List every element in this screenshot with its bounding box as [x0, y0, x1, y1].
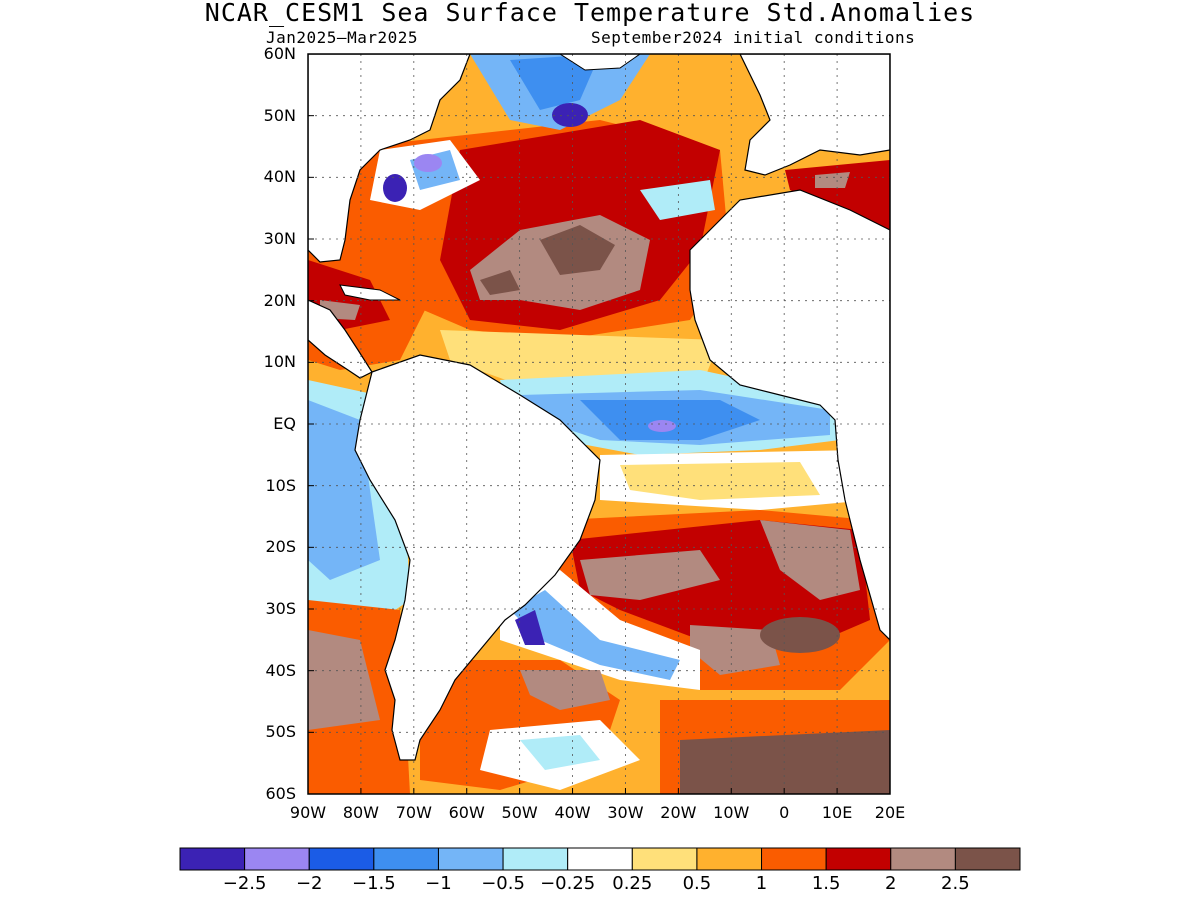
colorbar-label: −2	[295, 873, 323, 894]
axis-ticks	[307, 53, 891, 795]
colorbar-label: −0.25	[540, 873, 596, 894]
colorbar-swatch	[179, 847, 246, 871]
colorbar-label: 0.25	[612, 873, 653, 894]
initial-conditions: September2024 initial conditions	[591, 28, 916, 47]
longitude-label: 80W	[342, 803, 379, 822]
latitude-label: 20N	[263, 290, 296, 310]
land-central-america	[308, 299, 373, 379]
colorbar-label: 2	[885, 873, 897, 894]
latitude-label: 30N	[263, 229, 296, 248]
latitude-label: 10S	[265, 475, 296, 495]
latitude-label: 60N	[263, 44, 296, 63]
colorbar-swatch	[567, 847, 633, 871]
latitude-label: EQ	[273, 414, 296, 433]
colorbar-swatch	[631, 847, 698, 871]
longitude-label: 40W	[554, 803, 591, 822]
longitude-label: 70W	[395, 803, 432, 822]
longitude-label: 60W	[448, 803, 485, 822]
colorbar-swatch	[825, 847, 892, 871]
colorbar-label: −1.5	[351, 873, 396, 894]
colorbar-swatch	[502, 847, 569, 871]
grid-lines	[308, 54, 890, 794]
colorbar-label: 1.5	[811, 873, 841, 894]
latitude-label: 50N	[263, 105, 296, 125]
latitude-label: 30S	[265, 599, 296, 618]
longitude-label: 90W	[289, 803, 327, 822]
colorbar-label: −1	[425, 873, 452, 894]
longitude-label: 10E	[821, 803, 853, 822]
land-north-america	[308, 54, 471, 263]
latitude-label: 60S	[265, 784, 296, 803]
colorbar-swatch	[437, 847, 504, 871]
colorbar-swatch	[890, 847, 956, 871]
land-caribbean-islands	[339, 284, 401, 301]
colorbar-swatch	[244, 847, 310, 871]
longitude-label: 0	[779, 803, 790, 822]
colorbar	[179, 847, 1021, 871]
colorbar-swatch	[308, 847, 375, 871]
latitude-label: 20S	[265, 537, 296, 557]
map-title: NCAR_CESM1 Sea Surface Temperature Std.A…	[204, 0, 976, 27]
longitude-label: 50W	[501, 803, 538, 822]
longitude-label: 30W	[607, 803, 644, 822]
longitude-label: 10W	[713, 803, 750, 822]
colorbar-swatch	[761, 847, 827, 871]
land-europe	[739, 54, 890, 176]
colorbar-label: −0.5	[481, 873, 525, 894]
colorbar-label: −2.5	[222, 873, 267, 894]
forecast-period: Jan2025–Mar2025	[266, 28, 418, 47]
longitude-label: 20E	[874, 803, 906, 822]
latitude-label: 50S	[265, 722, 296, 742]
colorbar-label: 2.5	[941, 873, 970, 894]
anomaly-field	[308, 54, 890, 794]
colorbar-label: 0.5	[682, 873, 712, 894]
longitude-label: 20W	[660, 803, 697, 822]
land-africa	[689, 189, 890, 641]
land-south-america	[354, 354, 601, 761]
colorbar-swatch	[954, 847, 1021, 871]
colorbar-swatch	[696, 847, 763, 871]
latitude-label: 10N	[263, 352, 296, 372]
colorbar-swatch	[373, 847, 439, 871]
latitude-label: 40N	[263, 167, 296, 187]
colorbar-label: 1	[755, 873, 768, 894]
land-greenland	[559, 54, 641, 71]
latitude-label: 40S	[265, 660, 296, 680]
